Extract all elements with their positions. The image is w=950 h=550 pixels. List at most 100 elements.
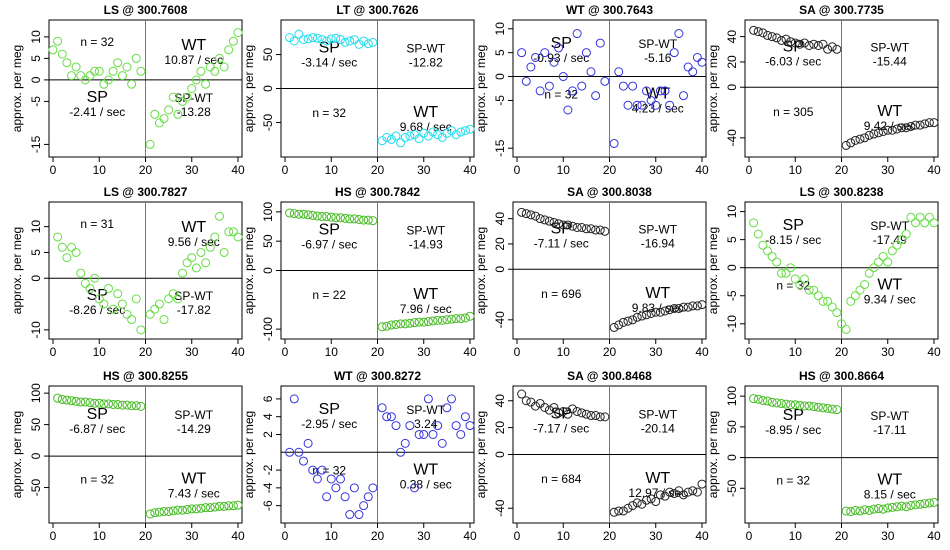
data-point [205,242,215,252]
data-point [164,506,174,516]
data-point [517,48,527,58]
data-point [767,397,777,407]
y-tick-label: -40 [493,499,507,517]
spwt-rate: 3.24 [414,417,438,431]
data-point [215,211,224,221]
y-tick-label: 40 [725,30,739,44]
data-point [331,33,341,43]
y-tick-label: 10 [29,220,43,234]
data-point [67,71,76,81]
data-point [340,213,350,223]
data-point [437,315,447,325]
data-point [558,72,568,82]
x-tick-label: 40 [463,529,477,543]
spwt-label: SP-WT [638,407,677,421]
data-point [795,280,805,290]
n-count: n = 22 [312,288,346,302]
data-point [823,44,833,54]
data-point [187,84,197,93]
data-point [767,251,777,261]
data-point [391,421,401,431]
data-point [460,412,470,422]
data-point [800,38,809,48]
data-point [827,404,837,414]
x-tick-label: 0 [514,345,521,359]
data-point [772,33,782,43]
data-point [906,500,916,510]
data-point [929,497,939,507]
data-point [892,502,902,512]
data-point [753,394,763,404]
data-point [572,407,582,416]
y-tick-label: -4 [261,482,275,493]
data-point [117,71,127,81]
data-point [317,465,327,475]
data-point [818,296,828,306]
y-tick-label: 10 [29,30,43,44]
y-axis-label: approx. per meg [474,45,488,132]
data-point [924,498,934,508]
data-point [312,474,322,484]
n-count: n = 696 [541,287,582,301]
data-point [113,289,123,299]
chart-panel-8: LS @ 300.8238 approx. per meg 0 10 20 30 40 -10… [706,185,941,359]
spwt-rate: -5.16 [644,51,672,65]
data-point [850,505,860,515]
x-tick-label: 10 [789,345,803,359]
data-point [809,39,819,49]
x-tick-label: 20 [371,163,385,177]
data-point [897,123,907,133]
data-point [563,220,573,230]
data-point [131,53,141,63]
data-point [697,479,707,489]
data-point [609,138,619,148]
y-tick-label: 20 [725,55,739,69]
data-point [669,48,679,58]
data-point [642,310,651,320]
y-tick-label: 10 [725,205,739,219]
data-point [860,505,870,515]
data-point [205,503,215,513]
sp-rate: -8.15 / sec [765,233,821,247]
chart-title: WT @ 300.8272 [334,369,421,383]
data-point [451,314,461,324]
data-point [154,507,164,517]
y-tick-label: 40 [493,394,507,408]
data-point [618,81,628,91]
chart-title: HS @ 300.7842 [335,185,420,199]
data-point [336,213,345,223]
data-point [776,268,786,278]
data-point [772,257,782,267]
y-tick-label: 0 [725,264,739,271]
spwt-label: SP-WT [406,403,445,417]
data-point [883,503,893,513]
y-tick-label: 0 [493,451,507,458]
wt-rate: 7.96 / sec [400,302,452,316]
x-tick-label: 0 [746,163,753,177]
data-point [646,309,656,318]
data-point [48,45,58,55]
data-point [228,36,238,46]
data-point [535,214,545,224]
data-point [104,75,113,85]
data-point [145,509,155,519]
y-axis-label: approx. per meg [706,227,720,314]
data-point [683,302,693,312]
data-point [874,257,883,267]
data-point [447,394,456,404]
data-point [428,316,438,326]
x-tick-label: 20 [835,163,849,177]
y-tick-label: -15 [29,135,43,153]
y-tick-label: -40 [493,311,507,329]
data-point [410,483,419,493]
x-tick-label: 20 [371,529,385,543]
data-point [215,53,224,63]
data-point [892,240,902,250]
data-point [827,42,837,52]
data-point [568,404,577,414]
x-tick-label: 10 [789,163,803,177]
data-point [651,100,661,110]
y-tick-label: 0 [29,76,43,83]
data-point [758,240,768,250]
data-point [419,429,429,439]
